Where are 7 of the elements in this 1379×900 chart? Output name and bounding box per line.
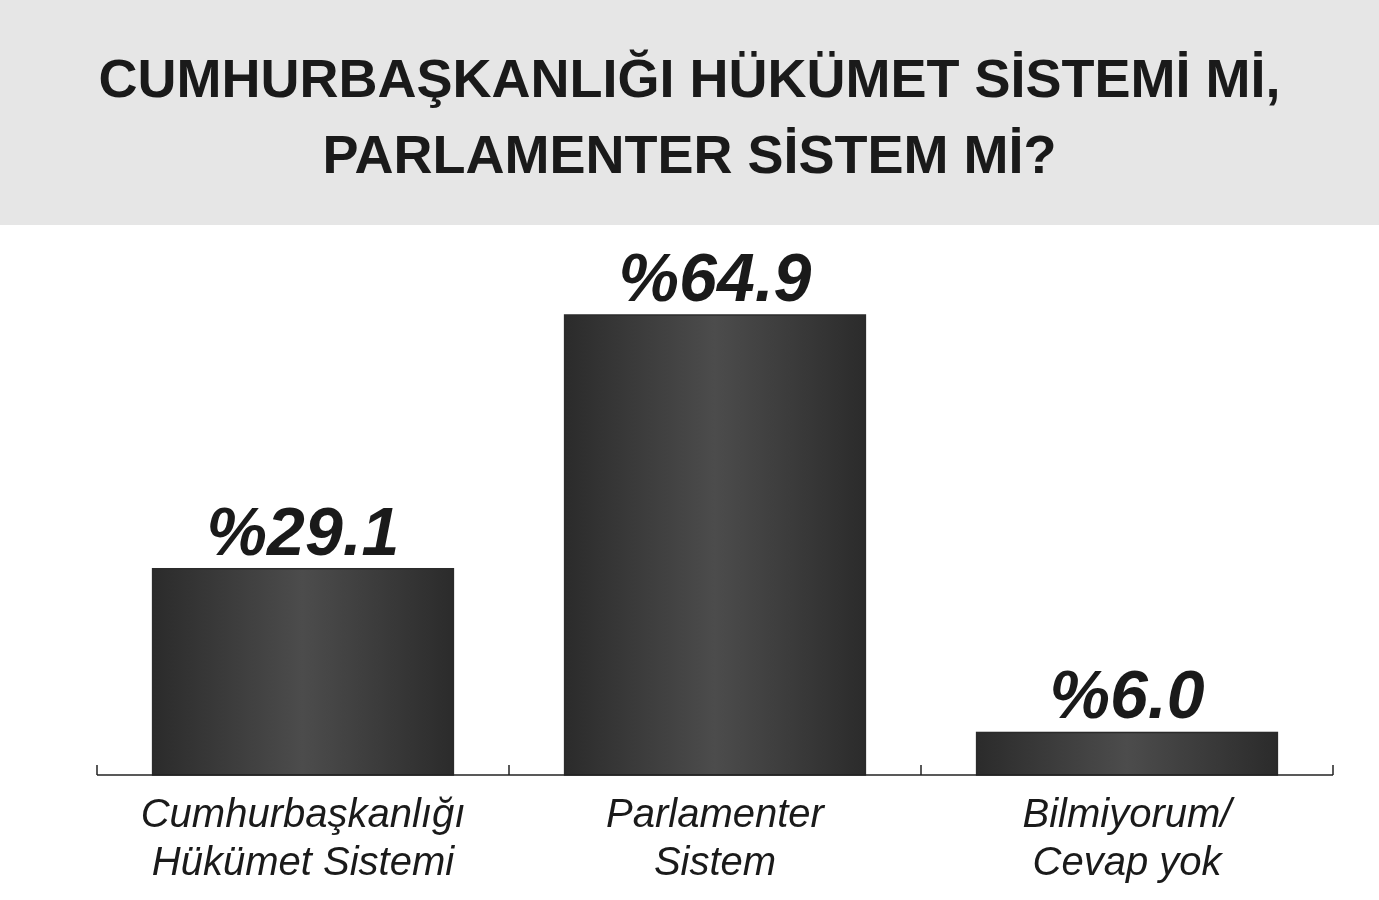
data-label: %29.1	[206, 492, 400, 569]
data-label: %6.0	[1049, 656, 1205, 733]
data-label: %64.9	[618, 239, 812, 315]
x-tick-label: Cumhurbaşkanlığı Hükümet Sistemi	[140, 791, 466, 883]
x-tick-label: Bilmiyorum/ Cevap yok	[1022, 791, 1236, 883]
x-tick-label: Parlamenter Sistem	[606, 791, 826, 883]
chart-title: CUMHURBAŞKANLIĞI HÜKÜMET SİSTEMİ Mİ, PARLAMENTER SİSTEM Mİ?	[98, 48, 1281, 184]
